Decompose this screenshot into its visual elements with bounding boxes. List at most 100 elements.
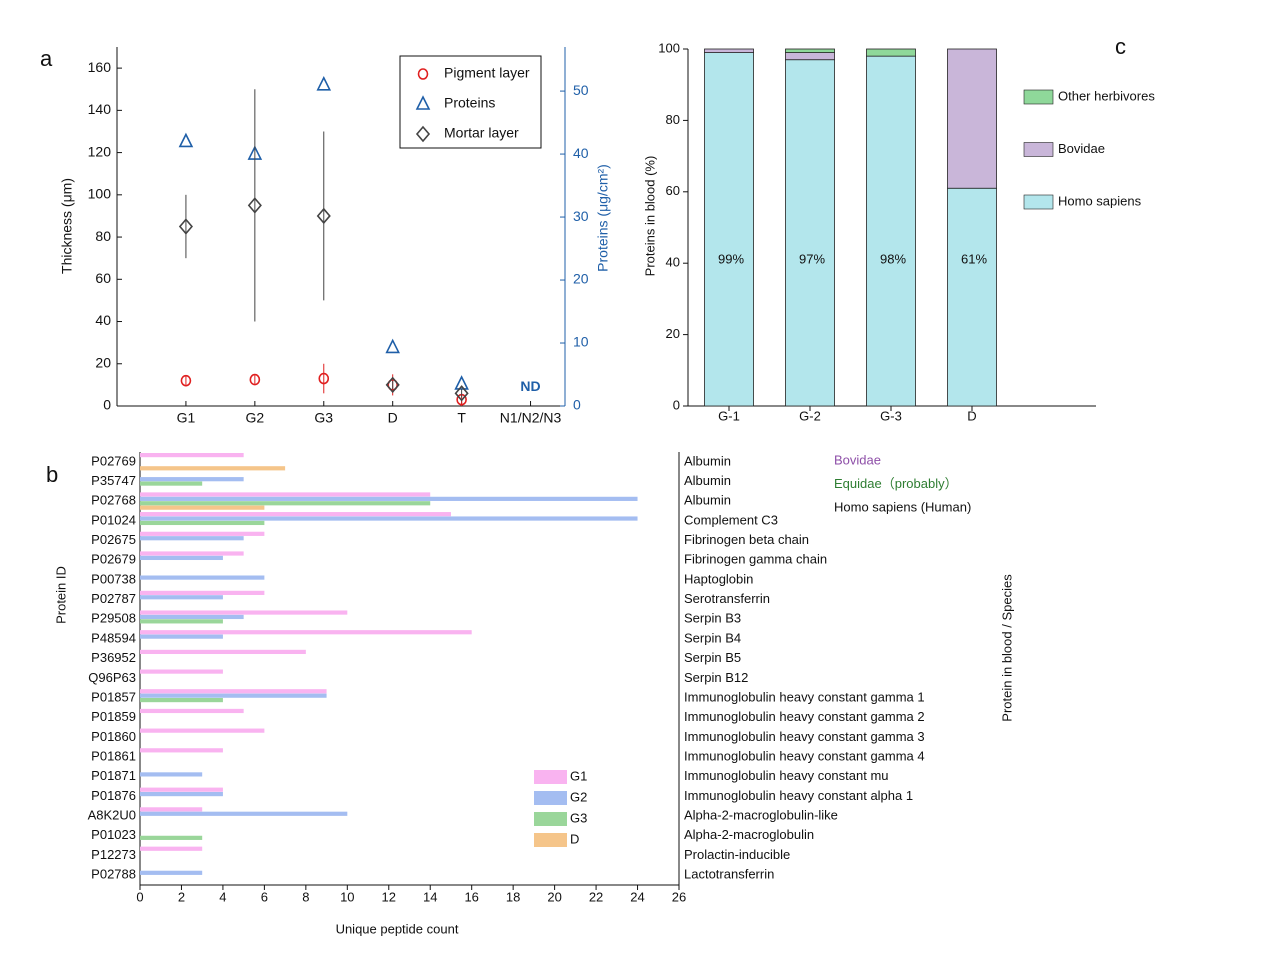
protein-name: Serpin B12 xyxy=(684,670,748,685)
x-tick-label: N1/N2/N3 xyxy=(500,410,562,426)
protein-id: Q96P63 xyxy=(88,670,136,685)
y-tick-label: 120 xyxy=(88,143,112,159)
x-tick-label: 26 xyxy=(672,889,686,904)
bar xyxy=(140,748,223,753)
bar-segment xyxy=(866,48,916,57)
protein-name: Fibrinogen gamma chain xyxy=(684,552,827,567)
protein-name: Albumin xyxy=(684,453,731,468)
y-tick-label: 60 xyxy=(666,183,680,198)
bar xyxy=(140,477,244,482)
bar xyxy=(140,807,203,812)
bar-segment xyxy=(947,187,997,407)
bar xyxy=(140,614,244,620)
value-label: 61% xyxy=(961,251,987,266)
y-tick-label: 80 xyxy=(95,228,111,244)
y-tick-label: 60 xyxy=(95,270,111,286)
protein-id: P00738 xyxy=(91,571,136,586)
bar-segment xyxy=(785,59,835,407)
protein-id: P02675 xyxy=(91,532,136,547)
y2-tick-label: 0 xyxy=(573,397,581,413)
legend-label: Pigment layer xyxy=(444,65,530,81)
marker xyxy=(385,376,400,394)
bar xyxy=(140,520,265,526)
protein-name: Complement C3 xyxy=(684,512,778,527)
marker xyxy=(454,375,469,390)
bar xyxy=(140,551,244,556)
protein-name: Serpin B4 xyxy=(684,630,741,645)
protein-id: P02679 xyxy=(91,552,136,567)
bar xyxy=(140,595,223,600)
bar xyxy=(140,531,265,536)
marker xyxy=(385,338,400,354)
bar-segment xyxy=(704,48,754,53)
bar xyxy=(140,492,431,497)
x-tick-label: 22 xyxy=(589,889,603,904)
protein-id: P29508 xyxy=(91,611,136,626)
bar xyxy=(140,787,223,792)
protein-id: P01024 xyxy=(91,512,136,527)
bar xyxy=(140,772,203,777)
legend-swatch xyxy=(534,770,567,784)
marker xyxy=(178,218,193,235)
legend-swatch xyxy=(1023,89,1054,105)
x-tick-label: 16 xyxy=(464,889,478,904)
y-tick-label: 160 xyxy=(88,59,112,75)
legend-label: Other herbivores xyxy=(1058,88,1155,103)
value-label: 97% xyxy=(799,251,825,266)
y-tick-label: 0 xyxy=(673,397,680,412)
x-tick-label: G1 xyxy=(177,410,196,426)
legend-swatch xyxy=(534,791,567,805)
x-tick-label: 12 xyxy=(382,889,396,904)
legend-label: G2 xyxy=(570,789,587,804)
x-tick-label: 14 xyxy=(423,889,437,904)
bar xyxy=(140,791,223,797)
species-label: Equidae（probably） xyxy=(834,476,958,491)
x-tick-label: G3 xyxy=(314,410,333,426)
bar xyxy=(140,870,203,875)
bar xyxy=(140,835,203,840)
protein-name: Haptoglobin xyxy=(684,571,753,586)
bar xyxy=(140,634,223,639)
protein-name: Immunoglobulin heavy constant gamma 3 xyxy=(684,729,925,744)
x-tick-label: D xyxy=(967,408,976,423)
y-axis-label: Thickness (μm) xyxy=(59,178,75,274)
bar xyxy=(140,496,638,501)
bar xyxy=(140,708,244,714)
y-tick-label: 80 xyxy=(666,112,680,127)
x-tick-label: 10 xyxy=(340,889,354,904)
marker xyxy=(316,76,332,91)
bar xyxy=(140,693,327,698)
legend-label: Proteins xyxy=(444,95,495,111)
legend-label: Bovidae xyxy=(1058,141,1105,156)
bar xyxy=(140,669,223,674)
legend-swatch xyxy=(534,833,567,847)
y-tick-label: 40 xyxy=(666,255,680,270)
x-tick-label: 4 xyxy=(219,889,226,904)
bar xyxy=(140,811,348,816)
bar xyxy=(140,505,265,510)
protein-name: Fibrinogen beta chain xyxy=(684,532,809,547)
protein-id: P12273 xyxy=(91,847,136,862)
legend-label: G1 xyxy=(570,768,587,783)
y-axis-label: Protein ID xyxy=(53,566,68,624)
marker xyxy=(387,379,398,391)
annotation: ND xyxy=(520,378,540,394)
value-label: 99% xyxy=(718,251,744,266)
marker xyxy=(316,207,331,225)
x-tick-label: G2 xyxy=(246,410,265,426)
y2-axis-label: Proteins (μg/cm²) xyxy=(595,164,611,272)
protein-id: P01860 xyxy=(91,729,136,744)
protein-id: P48594 xyxy=(91,630,136,645)
marker xyxy=(180,374,192,387)
y-tick-label: 100 xyxy=(88,186,112,202)
bar xyxy=(140,555,223,561)
x-tick-label: G-3 xyxy=(880,408,902,423)
bar xyxy=(140,481,203,486)
y2-axis-label: Protein in blood / Species xyxy=(999,574,1014,722)
marker xyxy=(178,132,194,148)
bar xyxy=(140,689,327,694)
y-tick-label: 20 xyxy=(666,326,680,341)
bar xyxy=(140,536,244,541)
marker xyxy=(415,125,431,143)
legend-label: Homo sapiens xyxy=(1058,193,1142,208)
